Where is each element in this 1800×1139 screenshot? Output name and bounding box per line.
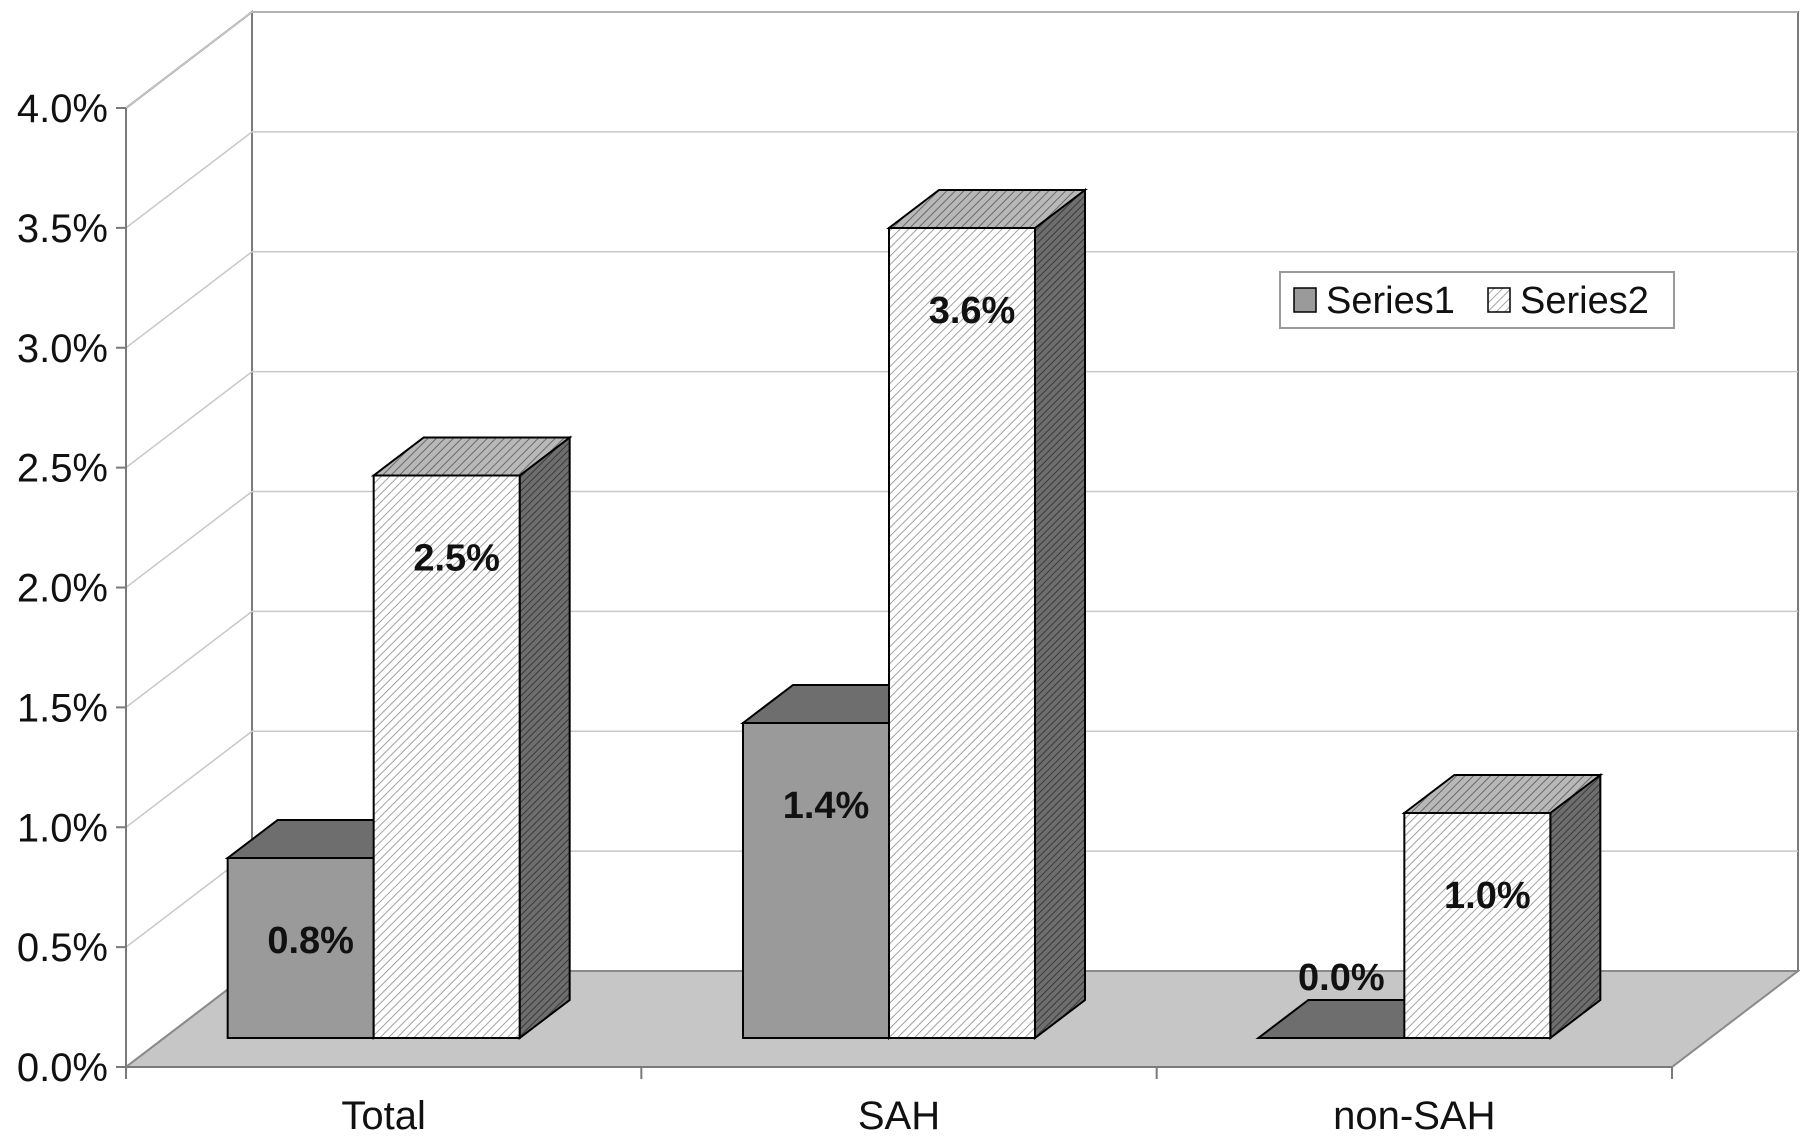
y-axis: 0.0% 0.5% 1.0% 1.5% 2.0% 2.5% 3.0% 3.5% 4.0% — [17, 87, 127, 1090]
y-tick-label: 2.5% — [17, 447, 108, 491]
bar — [888, 227, 1036, 1039]
gridlines — [125, 11, 1798, 948]
data-label: 0.0% — [1298, 957, 1385, 999]
gridline — [125, 730, 1798, 828]
x-axis: Total SAH non-SAH — [125, 1066, 1673, 1138]
data-label: 0.8% — [267, 920, 354, 962]
y-tick-label: 0.0% — [17, 1046, 108, 1090]
data-label: 1.0% — [1444, 875, 1531, 917]
bar-side — [518, 435, 571, 1041]
bar-side — [1549, 772, 1602, 1041]
x-category-label: Total — [341, 1094, 426, 1138]
bar — [372, 474, 521, 1039]
y-tick-label: 4.0% — [17, 87, 108, 131]
y-tick-label: 3.0% — [17, 327, 108, 371]
gridline — [125, 11, 1798, 109]
bars — [224, 187, 1604, 1041]
gridline — [125, 251, 1798, 349]
data-labels: 0.8% 2.5% 1.4% 3.6% 0.0% 1.0% — [267, 290, 1530, 999]
x-category-label: SAH — [858, 1094, 940, 1138]
y-tick-label: 1.0% — [17, 806, 108, 850]
data-label: 2.5% — [413, 538, 500, 580]
x-category-label: non-SAH — [1333, 1094, 1495, 1138]
y-tick-label: 0.5% — [17, 926, 108, 970]
legend-entry: Series2 — [1520, 280, 1649, 322]
data-label: 1.4% — [783, 785, 870, 827]
legend-entry: Series1 — [1326, 280, 1455, 322]
legend-box — [1279, 271, 1675, 329]
bar — [226, 857, 375, 1039]
y-tick-label: 1.5% — [17, 686, 108, 730]
gridline — [125, 370, 1798, 469]
gridline — [125, 610, 1798, 708]
data-label: 3.6% — [929, 290, 1016, 332]
legend: Series1 Series2 — [1279, 271, 1675, 329]
gridline — [125, 131, 1798, 229]
legend-swatch — [1293, 287, 1317, 313]
y-tick-label: 3.5% — [17, 207, 108, 251]
y-tick-label: 2.0% — [17, 567, 108, 611]
bar-side — [1034, 187, 1086, 1041]
legend-swatch — [1487, 287, 1511, 313]
bar — [1403, 812, 1552, 1039]
gridline — [125, 490, 1798, 589]
bar — [742, 722, 890, 1039]
